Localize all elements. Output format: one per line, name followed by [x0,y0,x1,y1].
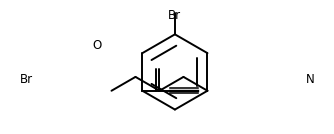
Text: N: N [306,73,314,86]
Text: Br: Br [20,73,33,86]
Text: Br: Br [168,9,181,22]
Text: O: O [92,39,101,52]
